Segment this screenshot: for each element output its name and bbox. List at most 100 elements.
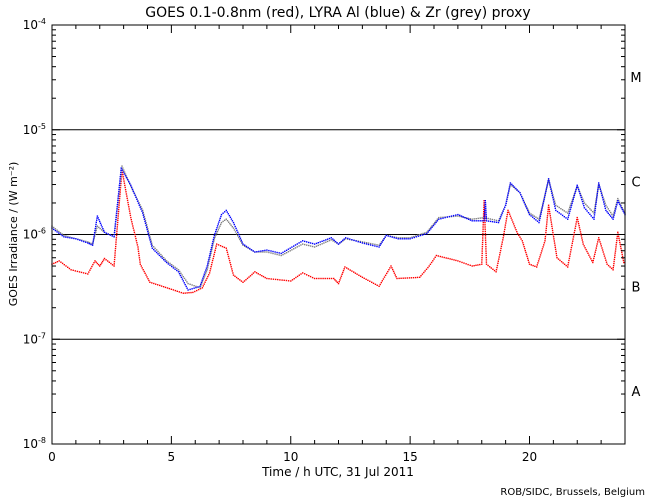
data-point — [210, 250, 213, 252]
data-point — [587, 212, 590, 214]
data-point — [122, 176, 124, 178]
data-point — [568, 214, 570, 216]
data-point — [239, 238, 241, 241]
data-point — [615, 246, 617, 248]
data-point — [526, 206, 528, 209]
data-point — [309, 242, 312, 244]
data-point — [376, 244, 378, 246]
data-point — [545, 225, 548, 227]
data-point — [585, 203, 587, 206]
axis-ticks — [51, 25, 626, 445]
data-point — [471, 220, 473, 222]
data-point — [231, 226, 233, 228]
data-point — [189, 288, 191, 291]
data-point — [90, 267, 92, 270]
data-point — [158, 254, 161, 257]
data-point — [483, 212, 486, 214]
data-point — [346, 267, 348, 269]
data-point — [207, 261, 209, 263]
data-point — [571, 244, 573, 247]
data-point — [477, 220, 479, 222]
data-point — [523, 202, 525, 204]
data-point — [306, 244, 308, 246]
data-point — [163, 257, 165, 259]
data-point — [103, 257, 106, 260]
data-point — [217, 229, 219, 231]
data-point — [526, 207, 528, 210]
data-point — [421, 273, 424, 275]
data-point — [557, 258, 560, 260]
data-point — [536, 217, 539, 219]
data-point — [137, 202, 140, 204]
data-point — [504, 206, 506, 208]
data-point — [481, 261, 483, 263]
data-point — [313, 246, 316, 248]
data-point — [300, 273, 302, 275]
data-point — [459, 215, 461, 218]
data-point — [427, 231, 429, 233]
data-point — [565, 264, 567, 267]
data-point — [325, 241, 327, 243]
data-point — [59, 232, 62, 234]
data-point — [209, 253, 211, 255]
data-point — [126, 178, 129, 181]
data-point — [145, 224, 147, 227]
data-point — [482, 217, 485, 219]
data-point — [359, 240, 361, 243]
data-point — [432, 224, 435, 227]
data-point — [546, 219, 548, 221]
data-point — [482, 232, 484, 235]
data-point — [372, 244, 374, 247]
data-point — [545, 233, 547, 236]
data-point — [94, 235, 96, 237]
data-point — [393, 272, 396, 274]
data-point — [527, 210, 530, 212]
data-point — [613, 258, 616, 261]
data-point — [209, 268, 212, 270]
data-point — [195, 286, 197, 289]
data-point — [574, 227, 576, 229]
data-point — [524, 204, 526, 206]
data-point — [547, 180, 549, 182]
data-point — [58, 260, 60, 262]
data-point — [525, 205, 527, 207]
data-point — [546, 223, 548, 225]
data-point — [212, 242, 215, 244]
data-point — [612, 215, 614, 217]
data-point — [148, 237, 151, 239]
data-point — [359, 275, 362, 277]
data-point — [536, 266, 538, 268]
data-point — [542, 201, 545, 203]
data-point — [501, 243, 503, 245]
data-point — [115, 234, 118, 237]
data-point — [208, 258, 211, 261]
data-point — [538, 258, 540, 260]
data-point — [563, 216, 565, 218]
data-point — [149, 281, 151, 283]
data-point — [207, 263, 209, 265]
data-point — [560, 213, 562, 215]
data-point — [114, 223, 117, 225]
flare-class-a: A — [632, 385, 641, 400]
data-point — [574, 190, 577, 192]
data-point — [355, 240, 357, 242]
data-point — [552, 197, 554, 199]
data-point — [594, 207, 597, 210]
data-point — [332, 240, 334, 242]
data-point — [533, 215, 535, 217]
data-point — [214, 236, 216, 238]
data-point — [547, 213, 549, 215]
data-point — [623, 210, 625, 212]
data-point — [101, 260, 104, 263]
data-point — [326, 238, 329, 240]
data-point — [243, 280, 246, 282]
data-point — [554, 244, 556, 246]
data-point — [505, 200, 508, 202]
data-point — [459, 260, 461, 263]
data-point — [207, 262, 210, 265]
data-point — [143, 270, 145, 273]
data-point — [161, 255, 163, 257]
data-point — [210, 264, 213, 266]
data-point — [129, 212, 131, 214]
data-point — [597, 189, 599, 192]
